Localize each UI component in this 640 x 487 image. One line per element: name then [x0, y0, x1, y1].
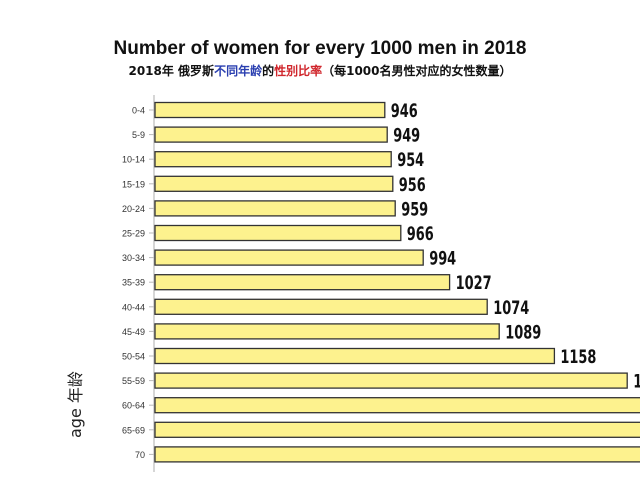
- category-label: 15-19: [122, 179, 145, 189]
- subtitle-part-1: 2018年 俄罗斯: [128, 64, 215, 78]
- category-label: 50-54: [122, 352, 145, 362]
- value-label: 954: [397, 149, 424, 171]
- bar: [154, 397, 640, 414]
- value-label: 994: [429, 248, 456, 270]
- value-label: 959: [401, 198, 428, 220]
- category-label: 55-59: [122, 376, 145, 386]
- bar: [154, 274, 451, 291]
- bar: [154, 151, 392, 168]
- subtitle-part-2: 不同年龄: [214, 64, 263, 78]
- bar: [154, 446, 640, 463]
- value-label: 946: [391, 100, 418, 122]
- bar: [154, 101, 386, 119]
- value-label: 956: [399, 174, 426, 196]
- bar: [154, 372, 628, 389]
- subtitle-part-5: （每1000名男性对应的女性数量）: [322, 64, 512, 78]
- category-label: 60-64: [122, 401, 145, 411]
- bar: [154, 298, 488, 315]
- value-label: 1089: [505, 321, 541, 343]
- category-label: 40-44: [122, 302, 145, 312]
- bar: [154, 249, 424, 266]
- value-label: 1249: [633, 371, 640, 393]
- bar: [154, 200, 396, 217]
- bar: [154, 224, 402, 242]
- category-label: 0-4: [132, 106, 145, 116]
- bar: [154, 421, 640, 438]
- category-label: 35-39: [122, 278, 145, 288]
- category-label: 10-14: [122, 155, 145, 165]
- bar: [154, 175, 394, 192]
- value-label: 1027: [456, 272, 492, 294]
- value-label: 1074: [493, 297, 529, 319]
- category-label: 5-9: [132, 130, 145, 140]
- y-axis-label: age 年龄: [66, 371, 85, 438]
- category-label: 70: [135, 450, 145, 460]
- bar: [154, 347, 556, 365]
- category-label: 25-29: [122, 229, 145, 239]
- subtitle-part-3: 的: [262, 64, 275, 78]
- category-label: 20-24: [122, 204, 145, 214]
- category-label: 45-49: [122, 327, 145, 337]
- category-label: 65-69: [122, 425, 145, 435]
- bar: [154, 323, 500, 340]
- subtitle-part-4: 性别比率: [274, 64, 323, 78]
- value-label: 1158: [560, 346, 596, 368]
- bar: [154, 126, 388, 143]
- chart-title: Number of women for every 1000 men in 20…: [113, 38, 527, 59]
- category-label: 30-34: [122, 253, 145, 263]
- value-label: 949: [393, 125, 420, 147]
- value-label: 966: [407, 223, 434, 245]
- chart-subtitle: 2018年 俄罗斯不同年龄的性别比率（每1000名男性对应的女性数量）: [0, 62, 640, 79]
